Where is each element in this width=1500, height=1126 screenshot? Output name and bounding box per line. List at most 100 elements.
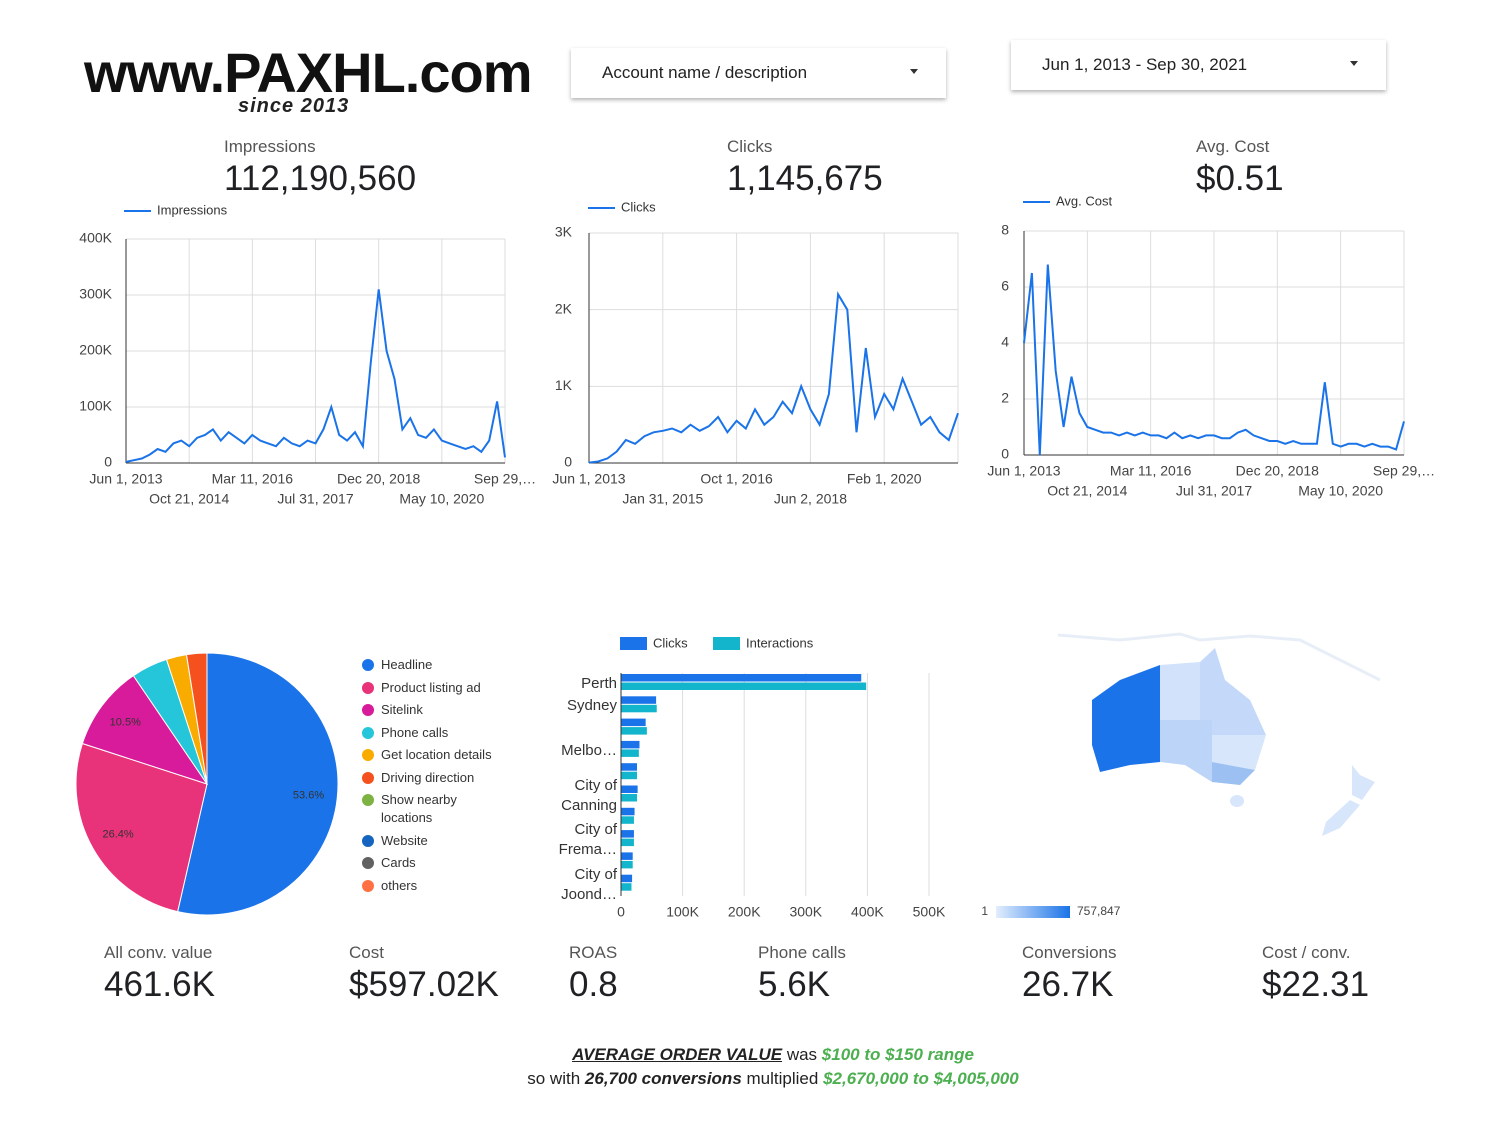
scorecard-value: 0.8 <box>569 965 618 1004</box>
legend-item: Phone calls <box>360 724 495 742</box>
note-text: $100 to $150 range <box>821 1045 974 1064</box>
line-series <box>1023 264 1405 456</box>
scorecard-value: $597.02K <box>349 965 499 1004</box>
map-region <box>1230 795 1244 807</box>
scorecard-value: 461.6K <box>104 965 215 1004</box>
bar <box>621 830 634 838</box>
y-tick-label: City of Joond… <box>561 865 617 903</box>
bar <box>621 883 632 891</box>
scorecard-label: Avg. Cost <box>1196 137 1270 156</box>
scorecard-value: 112,190,560 <box>224 159 417 198</box>
y-tick-label: 1K <box>555 377 573 393</box>
scorecard-label: Cost / conv. <box>1262 943 1351 962</box>
y-tick-label: 400K <box>79 230 112 246</box>
y-tick-label: City of Frema… <box>558 821 617 859</box>
legend-label: Website <box>381 832 428 848</box>
bar <box>621 852 633 860</box>
scorecard-label: All conv. value <box>104 943 213 962</box>
dropdown-caret <box>1350 61 1358 66</box>
y-tick-label: 2K <box>555 300 573 316</box>
legend-item: Cards <box>360 854 495 872</box>
x-tick-label: Sep 29,… <box>1373 463 1435 479</box>
x-tick-label: Feb 1, 2020 <box>847 471 922 487</box>
legend-label: Clicks <box>653 635 688 650</box>
legend-item: others <box>360 877 495 895</box>
scorecard-label: Conversions <box>1022 943 1117 962</box>
dropdown-caret <box>910 69 918 74</box>
bar <box>621 682 867 690</box>
map-region <box>1160 662 1200 720</box>
map-region <box>1322 800 1360 836</box>
scorecard: ROAS 0.8 <box>569 943 618 1002</box>
scorecard: Cost / conv. $22.31 <box>1262 943 1369 1002</box>
x-tick-label: 100K <box>666 904 699 920</box>
y-tick-label: 100K <box>79 398 112 414</box>
x-tick-label: Jan 31, 2015 <box>622 491 703 507</box>
bar <box>621 785 638 793</box>
line-series <box>588 291 959 464</box>
bar <box>621 874 633 883</box>
scorecard-label: Phone calls <box>758 943 846 962</box>
legend-item: Headline <box>360 656 495 674</box>
y-tick-label: 0 <box>104 454 112 470</box>
scorecard: Impressions 112,190,560 <box>224 137 416 196</box>
slice-label: 26.4% <box>102 828 133 840</box>
x-tick-label: Mar 11, 2016 <box>212 471 294 487</box>
y-tick-label: 3K <box>555 224 573 240</box>
color-scale <box>996 906 1070 918</box>
scorecard-label: Impressions <box>224 137 316 156</box>
date-range-picker[interactable]: Jun 1, 2013 - Sep 30, 2021 <box>1011 40 1386 90</box>
dropdown-text: Account name / description <box>602 63 808 82</box>
legend-dot <box>362 704 374 716</box>
note-text: AVERAGE ORDER VALUE <box>572 1045 783 1064</box>
legend-item: Show nearby locations <box>360 791 495 827</box>
pie-slice <box>75 742 208 913</box>
y-tick-label: 2 <box>1001 390 1009 406</box>
tagline: since 2013 <box>238 95 350 117</box>
note-line: so with 26,700 conversions multiplied $2… <box>0 1067 1500 1091</box>
bar <box>621 674 862 682</box>
pie-slice <box>81 674 209 785</box>
bar <box>621 696 657 704</box>
legend-label: Phone calls <box>381 724 449 740</box>
legend-label: Product listing ad <box>381 679 481 695</box>
x-tick-label: 400K <box>851 904 884 920</box>
x-tick-label: Jun 1, 2013 <box>552 471 625 487</box>
bar <box>621 860 633 869</box>
y-tick-label: 0 <box>564 454 572 470</box>
legend-label: Interactions <box>746 635 814 650</box>
legend-label: Headline <box>381 657 433 672</box>
legend-label: Avg. Cost <box>1056 193 1113 208</box>
map-region <box>1212 735 1266 770</box>
scorecard-value: 26.7K <box>1022 965 1114 1004</box>
x-tick-label: Oct 21, 2014 <box>1047 483 1127 499</box>
scorecard: Phone calls 5.6K <box>758 943 846 1002</box>
legend-label: others <box>381 877 418 893</box>
account-filter[interactable]: Account name / description <box>571 48 946 98</box>
scorecard-value: $0.51 <box>1196 159 1284 198</box>
scale-label: 1 <box>981 904 988 918</box>
legend-swatch <box>713 637 740 650</box>
x-tick-label: Jun 1, 2013 <box>89 471 162 487</box>
x-tick-label: 500K <box>913 904 946 920</box>
x-tick-label: 300K <box>789 904 822 920</box>
legend-dot <box>362 771 374 784</box>
bar <box>621 807 635 816</box>
y-tick-label: Melbo… <box>561 742 617 760</box>
x-tick-label: Dec 20, 2018 <box>337 471 420 487</box>
note-text: so with <box>527 1069 581 1088</box>
legend-dot <box>362 726 374 739</box>
scorecard: Avg. Cost $0.51 <box>1196 137 1284 196</box>
bar <box>621 740 640 749</box>
scorecard-label: Cost <box>349 943 384 962</box>
y-tick-label: Sydney <box>566 697 617 715</box>
logo: www.PAXHL.com <box>84 41 532 104</box>
legend-dot <box>362 834 374 847</box>
bar <box>621 704 657 713</box>
y-tick-label: 300K <box>79 286 112 302</box>
x-tick-label: Sep 29,… <box>474 471 536 487</box>
legend-dot <box>362 879 374 892</box>
legend-label: Get location details <box>381 747 492 762</box>
